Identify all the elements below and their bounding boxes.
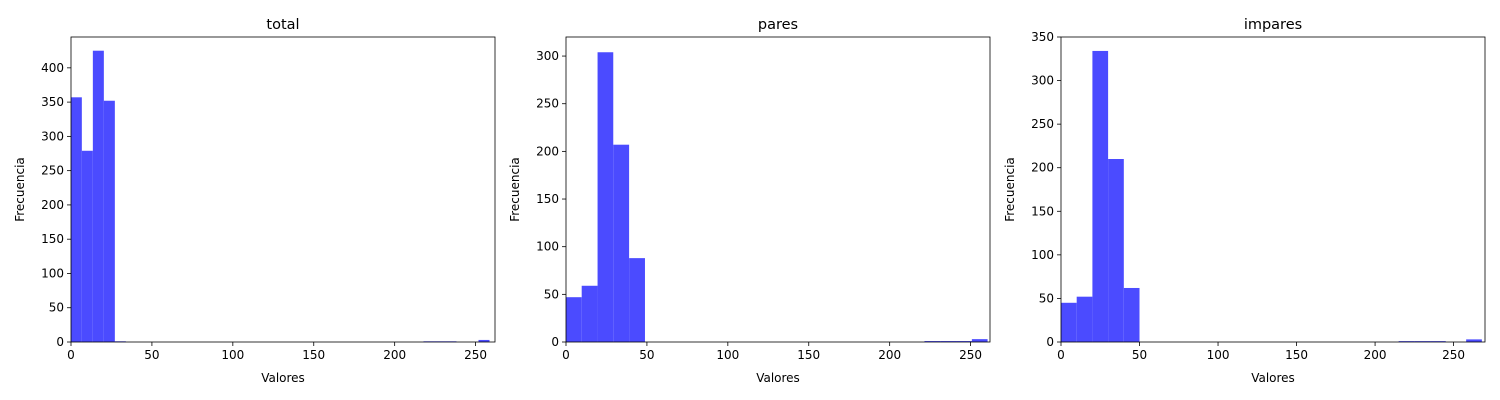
x-tick-label: 100 xyxy=(1207,348,1230,362)
y-tick-label: 0 xyxy=(551,335,559,349)
histogram-bar xyxy=(81,150,93,342)
y-tick-label: 400 xyxy=(41,61,64,75)
chart-title: impares xyxy=(1244,17,1302,33)
y-tick-label: 150 xyxy=(1031,204,1054,218)
y-tick-label: 300 xyxy=(536,49,559,63)
y-tick-label: 300 xyxy=(41,129,64,143)
y-tick-label: 100 xyxy=(1031,248,1054,262)
histogram-bar xyxy=(92,50,104,343)
x-axis-label: Valores xyxy=(756,371,800,385)
histogram-bar xyxy=(1414,341,1431,342)
histogram-bar xyxy=(581,285,598,342)
y-axis-label: Frecuencia xyxy=(508,157,522,222)
x-tick-label: 250 xyxy=(464,348,487,362)
x-axis-label: Valores xyxy=(1251,371,1295,385)
x-tick-label: 0 xyxy=(67,348,75,362)
histogram-bar xyxy=(940,341,957,342)
y-tick-label: 350 xyxy=(1031,30,1054,44)
histogram-bar xyxy=(1466,339,1482,342)
y-tick-label: 350 xyxy=(41,95,64,109)
y-tick-label: 200 xyxy=(536,144,559,158)
y-tick-label: 0 xyxy=(56,335,64,349)
y-tick-label: 50 xyxy=(1039,291,1054,305)
x-tick-label: 100 xyxy=(716,348,739,362)
histogram-bar xyxy=(103,100,115,343)
x-tick-label: 150 xyxy=(797,348,820,362)
histogram-bar xyxy=(478,339,490,342)
subplot-total: 0 50 100 150 200 250 0 50 100 150 200 250 300 350 400 t… xyxy=(13,17,496,385)
histogram-bar xyxy=(956,341,972,342)
x-tick-label: 0 xyxy=(562,348,570,362)
histogram-bar xyxy=(971,339,988,342)
x-tick-label: 0 xyxy=(1057,348,1065,362)
x-tick-label: 150 xyxy=(302,348,325,362)
histogram-bar xyxy=(1061,302,1077,342)
histogram-bar xyxy=(1076,296,1093,342)
x-tick-label: 250 xyxy=(959,348,982,362)
axes-frame xyxy=(1060,36,1486,343)
x-tick-label: 200 xyxy=(878,348,901,362)
x-tick-label: 150 xyxy=(1285,348,1308,362)
y-axis-label: Frecuencia xyxy=(1003,157,1017,222)
histogram-bar xyxy=(1430,341,1446,342)
y-tick-label: 300 xyxy=(1031,74,1054,88)
chart-title: total xyxy=(266,17,299,33)
histogram-bar xyxy=(629,258,645,343)
subplot-impares: 0 50 100 150 200 250 0 50 100 150 200 250 300 350 impa… xyxy=(1003,17,1486,385)
histogram-bar xyxy=(1398,341,1415,342)
subplot-pares: 0 50 100 150 200 250 0 50 100 150 200 250 300 pares Va… xyxy=(508,17,991,385)
y-tick-label: 100 xyxy=(41,266,64,280)
x-tick-label: 250 xyxy=(1442,348,1465,362)
histogram-bar xyxy=(71,97,82,342)
y-tick-label: 250 xyxy=(41,164,64,178)
y-tick-label: 0 xyxy=(1046,335,1054,349)
histogram-bar xyxy=(1108,159,1124,342)
axes-frame xyxy=(70,36,496,343)
x-tick-label: 100 xyxy=(221,348,244,362)
y-tick-label: 150 xyxy=(536,192,559,206)
y-tick-label: 200 xyxy=(41,198,64,212)
histogram-bar xyxy=(1092,50,1109,342)
histogram-bar xyxy=(597,52,614,342)
y-tick-label: 50 xyxy=(544,287,559,301)
x-axis-label: Valores xyxy=(261,371,305,385)
y-tick-label: 150 xyxy=(41,232,64,246)
x-tick-label: 50 xyxy=(144,348,159,362)
y-tick-label: 200 xyxy=(1031,161,1054,175)
histogram-bar xyxy=(924,341,941,342)
y-tick-label: 100 xyxy=(536,240,559,254)
x-tick-label: 200 xyxy=(1364,348,1387,362)
axes-frame xyxy=(565,36,991,343)
y-tick-label: 250 xyxy=(536,97,559,111)
y-tick-label: 50 xyxy=(49,301,64,315)
y-tick-label: 250 xyxy=(1031,117,1054,131)
x-tick-label: 200 xyxy=(383,348,406,362)
histogram-bar xyxy=(1123,287,1140,342)
histogram-bar xyxy=(613,144,630,342)
y-axis-label: Frecuencia xyxy=(13,157,27,222)
histogram-bar xyxy=(566,297,582,342)
chart-title: pares xyxy=(758,17,798,33)
x-tick-label: 50 xyxy=(1132,348,1147,362)
x-tick-label: 50 xyxy=(639,348,654,362)
